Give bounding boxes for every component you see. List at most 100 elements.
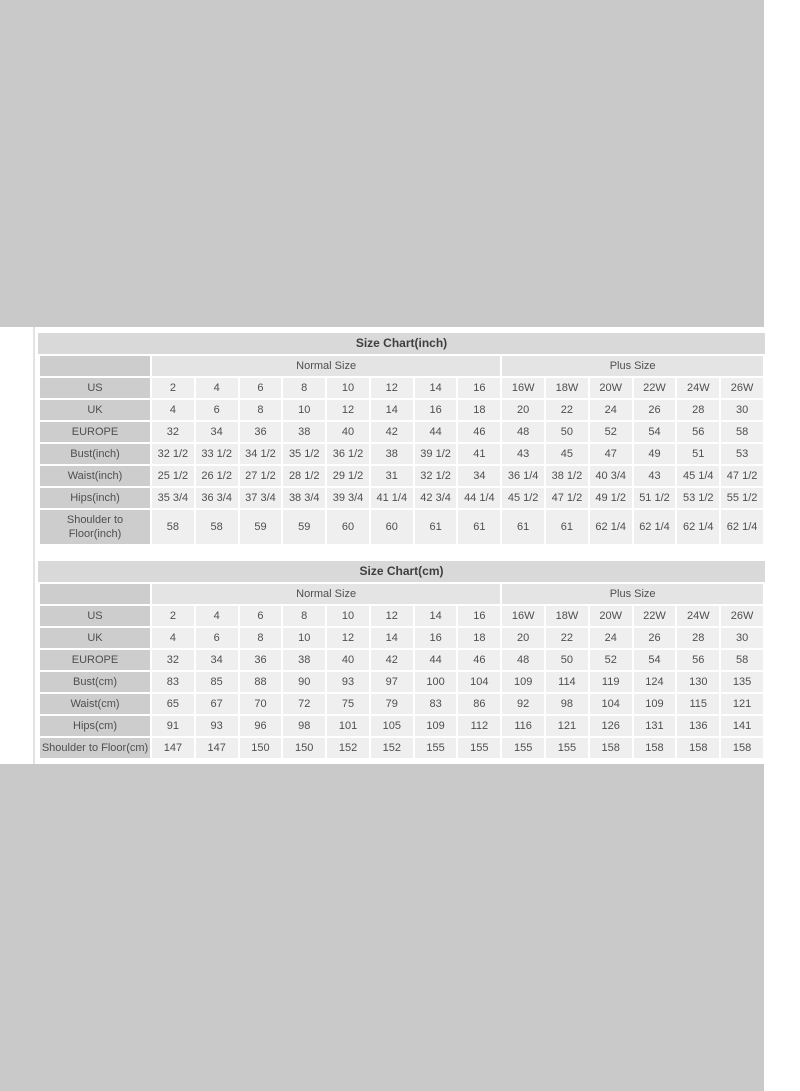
- cell-value: 38: [283, 650, 326, 670]
- table-row: Shoulder to Floor(cm) 147 147 150 150 152 152 1…: [40, 738, 763, 758]
- cell-value: 59: [239, 510, 282, 544]
- cell-value: 109: [502, 672, 545, 692]
- cell-value: 36 3/4: [195, 488, 238, 508]
- cell-value: 56: [677, 422, 720, 442]
- cell-value: 152: [327, 738, 369, 758]
- cell-value: 158: [589, 738, 632, 758]
- cell-value: 48: [502, 650, 545, 670]
- cell-value: 49 1/2: [589, 488, 632, 508]
- cell-value: 158: [633, 738, 676, 758]
- cell-value: 40: [327, 422, 369, 442]
- cell-value: 121: [721, 694, 763, 714]
- cell-value: 100: [414, 672, 457, 692]
- cell-value: 39 1/2: [414, 444, 457, 464]
- cell-value: 35 3/4: [152, 488, 194, 508]
- cell-value: 92: [502, 694, 545, 714]
- cell-value: 101: [327, 716, 369, 736]
- cell-value: 24W: [677, 606, 720, 626]
- cell-value: 34: [195, 650, 238, 670]
- cell-value: 20W: [589, 378, 632, 398]
- cell-value: 14: [414, 606, 457, 626]
- cell-value: 40: [327, 650, 369, 670]
- cell-value: 49: [633, 444, 676, 464]
- cell-value: 2: [152, 378, 194, 398]
- cell-value: 91: [152, 716, 194, 736]
- cell-value: 62 1/4: [721, 510, 763, 544]
- cell-value: 58: [195, 510, 238, 544]
- cell-value: 31: [370, 466, 413, 486]
- cell-value: 124: [633, 672, 676, 692]
- table-row: Waist(inch) 25 1/2 26 1/2 27 1/2 28 1/2 29 1/…: [40, 466, 763, 486]
- cell-value: 26: [633, 400, 676, 420]
- cell-value: 18: [458, 400, 501, 420]
- cell-value: 24: [589, 400, 632, 420]
- table-row: Bust(cm) 83 85 88 90 93 97 100 104 109 114 119 124 13…: [40, 672, 763, 692]
- cell-value: 88: [239, 672, 282, 692]
- cell-value: 4: [152, 628, 194, 648]
- cell-value: 20: [502, 400, 545, 420]
- cell-value: 20W: [589, 606, 632, 626]
- cell-value: 98: [283, 716, 326, 736]
- cell-value: 8: [239, 400, 282, 420]
- cell-value: 37 3/4: [239, 488, 282, 508]
- cell-value: 126: [589, 716, 632, 736]
- cell-value: 8: [239, 628, 282, 648]
- cell-value: 121: [546, 716, 588, 736]
- cell-value: 61: [502, 510, 545, 544]
- cell-value: 36 1/2: [327, 444, 369, 464]
- cell-value: 105: [370, 716, 413, 736]
- cell-value: 135: [721, 672, 763, 692]
- row-label: Hips(cm): [40, 716, 150, 736]
- group-normal-size: Normal Size: [152, 356, 501, 376]
- cell-value: 61: [414, 510, 457, 544]
- table-row: Bust(inch) 32 1/2 33 1/2 34 1/2 35 1/2 36 1/2…: [40, 444, 763, 464]
- cell-value: 6: [195, 628, 238, 648]
- cell-value: 45 1/2: [502, 488, 545, 508]
- cell-value: 14: [370, 628, 413, 648]
- row-label: UK: [40, 400, 150, 420]
- cell-value: 50: [546, 422, 588, 442]
- cell-value: 38 3/4: [283, 488, 326, 508]
- cell-value: 8: [283, 378, 326, 398]
- row-label: EUROPE: [40, 422, 150, 442]
- cell-value: 51: [677, 444, 720, 464]
- cell-value: 12: [327, 628, 369, 648]
- cell-value: 62 1/4: [633, 510, 676, 544]
- cell-value: 83: [152, 672, 194, 692]
- cell-value: 46: [458, 650, 501, 670]
- group-plus-size: Plus Size: [502, 584, 763, 604]
- cell-value: 10: [283, 628, 326, 648]
- cell-value: 18W: [546, 378, 588, 398]
- size-table-inch: Normal Size Plus Size US 2 4 6 8 10 12 14 16 16W 1…: [38, 354, 765, 546]
- cell-value: 62 1/4: [677, 510, 720, 544]
- cell-value: 61: [458, 510, 501, 544]
- cell-value: 50: [546, 650, 588, 670]
- cell-value: 47 1/2: [546, 488, 588, 508]
- cell-value: 58: [152, 510, 194, 544]
- cell-value: 32 1/2: [414, 466, 457, 486]
- cell-value: 38: [283, 422, 326, 442]
- cell-value: 30: [721, 628, 763, 648]
- cell-value: 38 1/2: [546, 466, 588, 486]
- cell-value: 60: [327, 510, 369, 544]
- cell-value: 26: [633, 628, 676, 648]
- cell-value: 16W: [502, 606, 545, 626]
- cell-value: 22W: [633, 606, 676, 626]
- cell-value: 52: [589, 650, 632, 670]
- cell-value: 30: [721, 400, 763, 420]
- cell-value: 10: [327, 606, 369, 626]
- cell-value: 28 1/2: [283, 466, 326, 486]
- table-row: Hips(cm) 91 93 96 98 101 105 109 112 116 121 126 131…: [40, 716, 763, 736]
- table-row: EUROPE 32 34 36 38 40 42 44 46 48 50 52 54 56 58: [40, 650, 763, 670]
- cell-value: 155: [546, 738, 588, 758]
- cell-value: 42 3/4: [414, 488, 457, 508]
- cell-value: 104: [589, 694, 632, 714]
- size-chart-inch: Size Chart(inch) Normal Size Plus Size U…: [38, 333, 765, 546]
- cell-value: 90: [283, 672, 326, 692]
- cell-value: 97: [370, 672, 413, 692]
- corner-cell: [40, 356, 150, 376]
- cell-value: 10: [283, 400, 326, 420]
- cell-value: 6: [239, 378, 282, 398]
- cell-value: 141: [721, 716, 763, 736]
- cell-value: 98: [546, 694, 588, 714]
